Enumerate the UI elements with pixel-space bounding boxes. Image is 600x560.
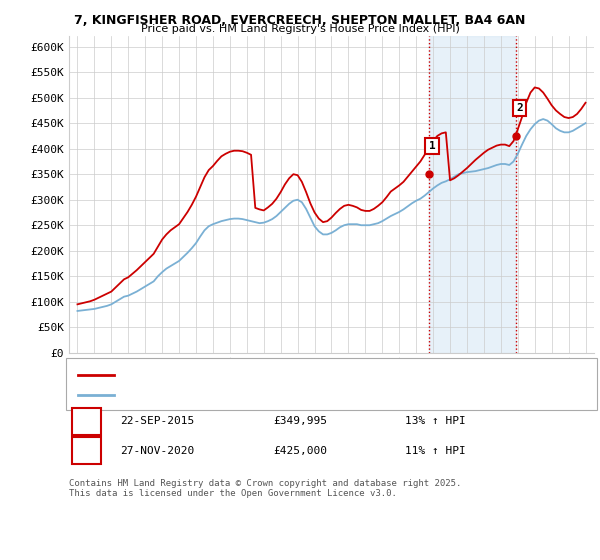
Text: 22-SEP-2015: 22-SEP-2015 xyxy=(120,416,194,426)
Text: Contains HM Land Registry data © Crown copyright and database right 2025.
This d: Contains HM Land Registry data © Crown c… xyxy=(69,479,461,498)
Text: 27-NOV-2020: 27-NOV-2020 xyxy=(120,446,194,456)
Text: 1: 1 xyxy=(428,141,436,151)
Text: 13% ↑ HPI: 13% ↑ HPI xyxy=(405,416,466,426)
Text: Price paid vs. HM Land Registry's House Price Index (HPI): Price paid vs. HM Land Registry's House … xyxy=(140,24,460,34)
Text: 2: 2 xyxy=(83,444,90,458)
Text: 7, KINGFISHER ROAD, EVERCREECH, SHEPTON MALLET, BA4 6AN: 7, KINGFISHER ROAD, EVERCREECH, SHEPTON … xyxy=(74,14,526,27)
Text: £349,995: £349,995 xyxy=(273,416,327,426)
Text: 7, KINGFISHER ROAD, EVERCREECH, SHEPTON MALLET, BA4 6AN (detached house): 7, KINGFISHER ROAD, EVERCREECH, SHEPTON … xyxy=(120,370,543,380)
Bar xyxy=(428,36,516,353)
Text: HPI: Average price, detached house, Somerset: HPI: Average price, detached house, Some… xyxy=(120,390,379,400)
Text: £425,000: £425,000 xyxy=(273,446,327,456)
Text: 11% ↑ HPI: 11% ↑ HPI xyxy=(405,446,466,456)
Text: 2: 2 xyxy=(516,103,523,113)
Text: 1: 1 xyxy=(83,414,90,428)
